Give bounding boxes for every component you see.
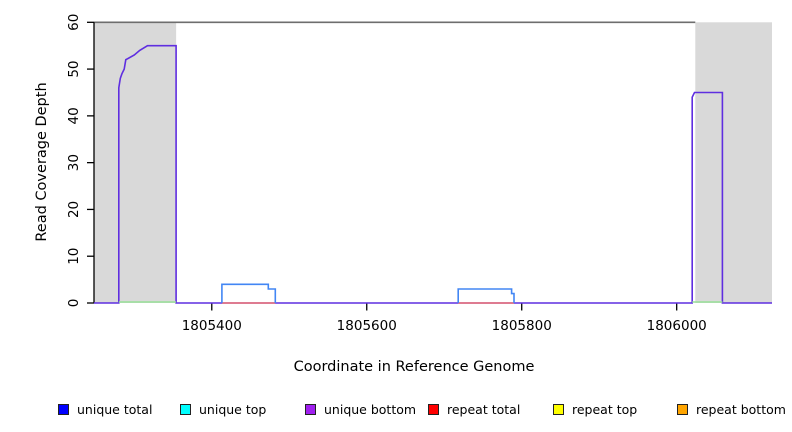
legend-swatch-icon <box>428 403 439 415</box>
y-tick-label: 0 <box>66 299 82 308</box>
legend-label: unique top <box>199 401 267 417</box>
y-tick-label: 30 <box>66 154 82 171</box>
y-tick-label: 10 <box>66 248 82 265</box>
x-tick-label: 1805600 <box>337 318 397 334</box>
x-tick-label: 1805400 <box>182 318 242 334</box>
y-tick-label: 50 <box>66 60 82 77</box>
legend-item: repeat top <box>553 400 637 418</box>
legend-label: unique bottom <box>324 401 417 417</box>
y-tick-label: 20 <box>66 201 82 218</box>
legend-item: unique total <box>58 400 152 418</box>
shaded-region <box>695 22 772 304</box>
legend-swatch-icon <box>553 403 564 415</box>
legend-swatch-icon <box>677 403 688 415</box>
legend-item: repeat bottom <box>677 400 786 418</box>
legend-swatch-icon <box>58 403 69 415</box>
legend-label: repeat top <box>572 401 638 417</box>
legend-item: unique bottom <box>305 400 416 418</box>
x-tick-label: 1805800 <box>492 318 552 334</box>
legend-label: repeat bottom <box>696 401 786 417</box>
legend: unique total unique top unique bottom repea… <box>0 400 792 420</box>
y-tick-label: 40 <box>66 107 82 124</box>
series-unique-total <box>457 288 515 303</box>
legend-label: repeat total <box>447 401 521 417</box>
x-tick-label: 1806000 <box>647 318 707 334</box>
shaded-region <box>94 22 177 304</box>
legend-item: repeat total <box>428 400 520 418</box>
legend-swatch-icon <box>305 403 316 415</box>
y-tick-label: 60 <box>66 14 82 31</box>
x-axis-title: Coordinate in Reference Genome <box>293 359 535 375</box>
legend-swatch-icon <box>180 403 191 415</box>
legend-label: unique total <box>77 401 153 417</box>
coverage-plot: 0 10 20 30 40 50 60 1805400 1805600 1805800 180600… <box>66 14 772 334</box>
legend-item: unique top <box>180 400 266 418</box>
series-unique-total <box>221 283 277 303</box>
series-unique-bottom <box>94 44 772 304</box>
y-axis-title: Read Coverage Depth <box>34 82 50 242</box>
